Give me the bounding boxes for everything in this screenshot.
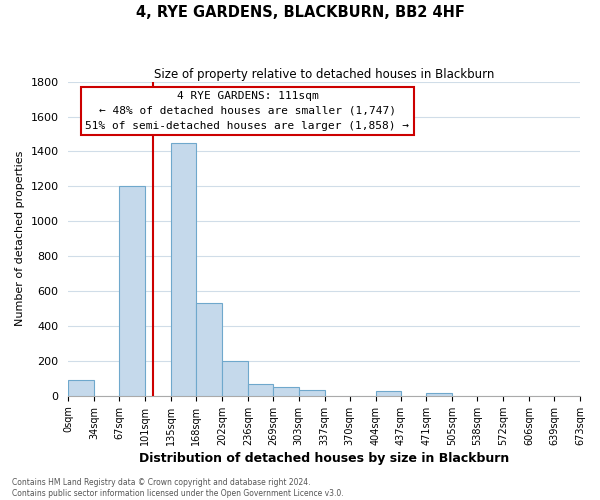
Y-axis label: Number of detached properties: Number of detached properties bbox=[15, 151, 25, 326]
Title: Size of property relative to detached houses in Blackburn: Size of property relative to detached ho… bbox=[154, 68, 494, 80]
Bar bbox=[376, 392, 401, 396]
Bar bbox=[248, 384, 273, 396]
Bar bbox=[427, 393, 452, 396]
Text: Contains HM Land Registry data © Crown copyright and database right 2024.
Contai: Contains HM Land Registry data © Crown c… bbox=[12, 478, 344, 498]
Bar bbox=[273, 388, 299, 396]
Bar bbox=[119, 186, 145, 396]
X-axis label: Distribution of detached houses by size in Blackburn: Distribution of detached houses by size … bbox=[139, 452, 509, 465]
Text: 4, RYE GARDENS, BLACKBURN, BB2 4HF: 4, RYE GARDENS, BLACKBURN, BB2 4HF bbox=[136, 5, 464, 20]
Bar bbox=[196, 304, 222, 396]
Bar bbox=[68, 380, 94, 396]
Bar bbox=[299, 390, 325, 396]
Text: 4 RYE GARDENS: 111sqm
← 48% of detached houses are smaller (1,747)
51% of semi-d: 4 RYE GARDENS: 111sqm ← 48% of detached … bbox=[85, 91, 409, 130]
Bar bbox=[171, 143, 196, 396]
Bar bbox=[222, 361, 248, 396]
